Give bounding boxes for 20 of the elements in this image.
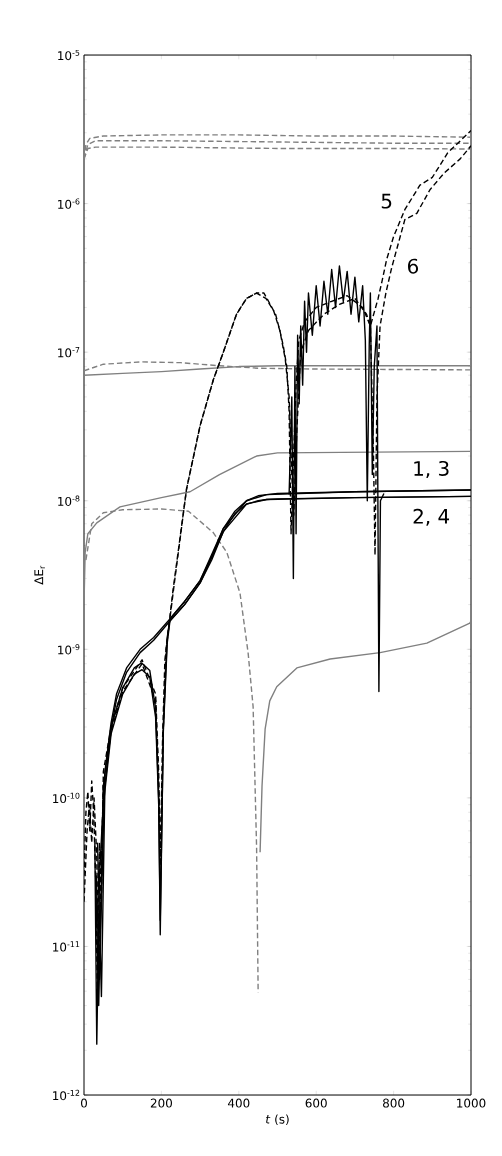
x-tick-label: 400 [227, 1098, 250, 1108]
annotation: 1, 3 [414, 460, 449, 479]
x-tick-label: 1000 [457, 1098, 486, 1108]
y-axis-title: ΔE$_{r}$ [34, 565, 45, 585]
annotation: 2, 4 [413, 508, 450, 526]
x-tick-label: 800 [383, 1098, 405, 1108]
y-tick-label: 10$^{-7}$ [58, 347, 80, 358]
y-tick-label: 10$^{-5}$ [58, 49, 80, 61]
x-tick-label: 600 [305, 1098, 327, 1108]
annotation: 6 [408, 258, 419, 274]
x-tick-label: 0 [80, 1098, 88, 1108]
y-tick-label: 10$^{-12}$ [53, 1089, 80, 1101]
y-tick-label: 10$^{-11}$ [53, 941, 80, 952]
x-tick-label: 200 [150, 1098, 173, 1108]
y-tick-label: 10$^{-8}$ [58, 495, 80, 506]
annotation: 5 [381, 193, 392, 209]
y-tick-label: 10$^{-9}$ [58, 644, 80, 655]
x-axis-title: t (s) [266, 1114, 289, 1126]
y-tick-label: 10$^{-10}$ [53, 792, 80, 804]
y-tick-label: 10$^{-6}$ [58, 198, 80, 209]
